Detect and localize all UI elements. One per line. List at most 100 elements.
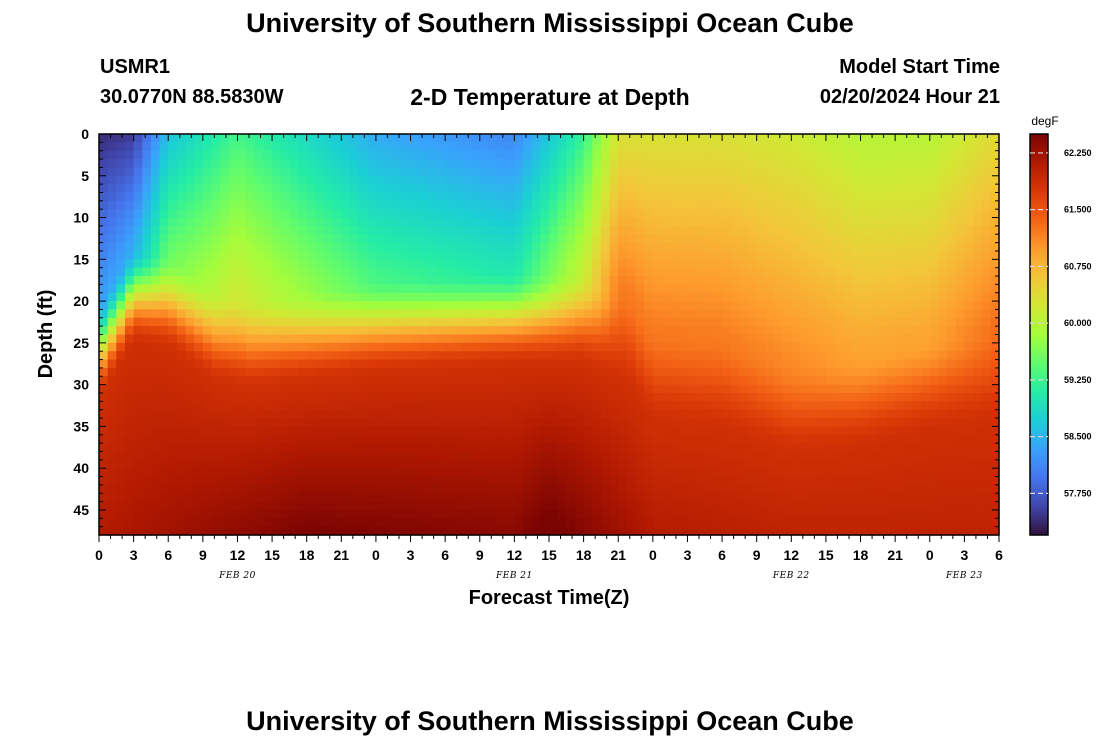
heatmap-cell — [488, 359, 498, 369]
heatmap-cell — [254, 217, 265, 227]
heatmap-cell — [228, 384, 239, 394]
heatmap-cell — [488, 309, 498, 319]
heatmap-cell — [116, 334, 126, 344]
heatmap-cell — [220, 309, 230, 319]
heatmap-cell — [410, 142, 420, 152]
heatmap-cell — [626, 159, 637, 169]
heatmap-cell — [774, 434, 784, 444]
heatmap-cell — [194, 367, 204, 377]
heatmap-cell — [107, 150, 117, 160]
heatmap-cell — [168, 384, 178, 394]
heatmap-cell — [756, 468, 766, 478]
heatmap-cell — [549, 301, 559, 311]
heatmap-cell — [436, 426, 446, 436]
heatmap-cell — [462, 175, 472, 185]
heatmap-cell — [237, 184, 247, 194]
heatmap-cell — [462, 259, 472, 269]
heatmap-cell — [644, 418, 654, 427]
heatmap-cell — [886, 484, 896, 494]
heatmap-cell — [194, 401, 204, 411]
heatmap-cell — [834, 242, 844, 252]
heatmap-cell — [410, 234, 420, 244]
heatmap-cell — [540, 459, 550, 469]
heatmap-cell — [886, 242, 896, 252]
heatmap-cell — [254, 459, 265, 469]
heatmap-cell — [938, 134, 948, 143]
heatmap-cell — [929, 192, 940, 202]
heatmap-cell — [289, 292, 299, 302]
heatmap-cell — [644, 526, 654, 536]
heatmap-cell — [202, 409, 213, 419]
heatmap-cell — [228, 192, 239, 202]
heatmap-cell — [514, 334, 524, 344]
heatmap-cell — [505, 184, 515, 194]
heatmap-cell — [574, 326, 585, 336]
heatmap-cell — [895, 418, 905, 427]
heatmap-cell — [929, 468, 940, 478]
heatmap-cell — [600, 259, 611, 269]
heatmap-cell — [722, 301, 732, 311]
heatmap-cell — [159, 451, 169, 461]
heatmap-cell — [929, 359, 940, 369]
heatmap-cell — [185, 434, 195, 444]
heatmap-cell — [220, 459, 230, 469]
heatmap-cell — [851, 367, 862, 377]
heatmap-cell — [159, 359, 169, 369]
heatmap-cell — [704, 509, 715, 519]
heatmap-cell — [566, 526, 576, 536]
heatmap-cell — [583, 401, 593, 411]
heatmap-cell — [635, 150, 645, 160]
heatmap-cell — [687, 376, 697, 386]
heatmap-cell — [730, 326, 740, 336]
heatmap-cell — [488, 376, 498, 386]
heatmap-cell — [116, 509, 126, 519]
heatmap-cell — [306, 184, 316, 194]
heatmap-cell — [774, 309, 784, 319]
heatmap-cell — [886, 501, 896, 511]
heatmap-cell — [298, 234, 308, 244]
heatmap-cell — [981, 184, 991, 194]
heatmap-cell — [825, 209, 836, 219]
heatmap-cell — [505, 359, 515, 369]
heatmap-cell — [765, 493, 775, 503]
heatmap-cell — [315, 518, 325, 528]
heatmap-cell — [436, 276, 446, 285]
heatmap-cell — [566, 326, 576, 336]
heatmap-cell — [938, 359, 948, 369]
heatmap-cell — [912, 434, 922, 444]
heatmap-cell — [462, 418, 472, 427]
heatmap-cell — [176, 292, 187, 302]
heatmap-cell — [159, 242, 169, 252]
heatmap-cell — [670, 342, 680, 352]
heatmap-cell — [168, 501, 178, 511]
heatmap-cell — [687, 426, 697, 436]
heatmap-cell — [696, 209, 706, 219]
heatmap-cell — [877, 401, 888, 411]
heatmap-cell — [479, 234, 490, 244]
heatmap-cell — [670, 317, 680, 327]
heatmap-cell — [384, 518, 394, 528]
heatmap-cell — [912, 267, 922, 277]
heatmap-cell — [280, 342, 290, 352]
heatmap-cell — [384, 242, 394, 252]
heatmap-cell — [176, 476, 187, 486]
heatmap-cell — [947, 225, 957, 235]
heatmap-cell — [739, 317, 749, 327]
heatmap-cell — [557, 409, 567, 419]
heatmap-cell — [306, 200, 316, 210]
heatmap-cell — [912, 317, 922, 327]
heatmap-cell — [583, 376, 593, 386]
heatmap-cell — [436, 175, 446, 185]
heatmap-cell — [194, 301, 204, 311]
heatmap-cell — [116, 401, 126, 411]
heatmap-cell — [367, 392, 377, 402]
heatmap-cell — [185, 284, 195, 294]
heatmap-cell — [272, 175, 282, 185]
heatmap-cell — [921, 384, 931, 394]
heatmap-cell — [410, 434, 420, 444]
heatmap-cell — [272, 451, 282, 461]
heatmap-cell — [877, 367, 888, 377]
heatmap-cell — [678, 192, 689, 202]
heatmap-cell — [947, 401, 957, 411]
heatmap-cell — [973, 326, 983, 336]
